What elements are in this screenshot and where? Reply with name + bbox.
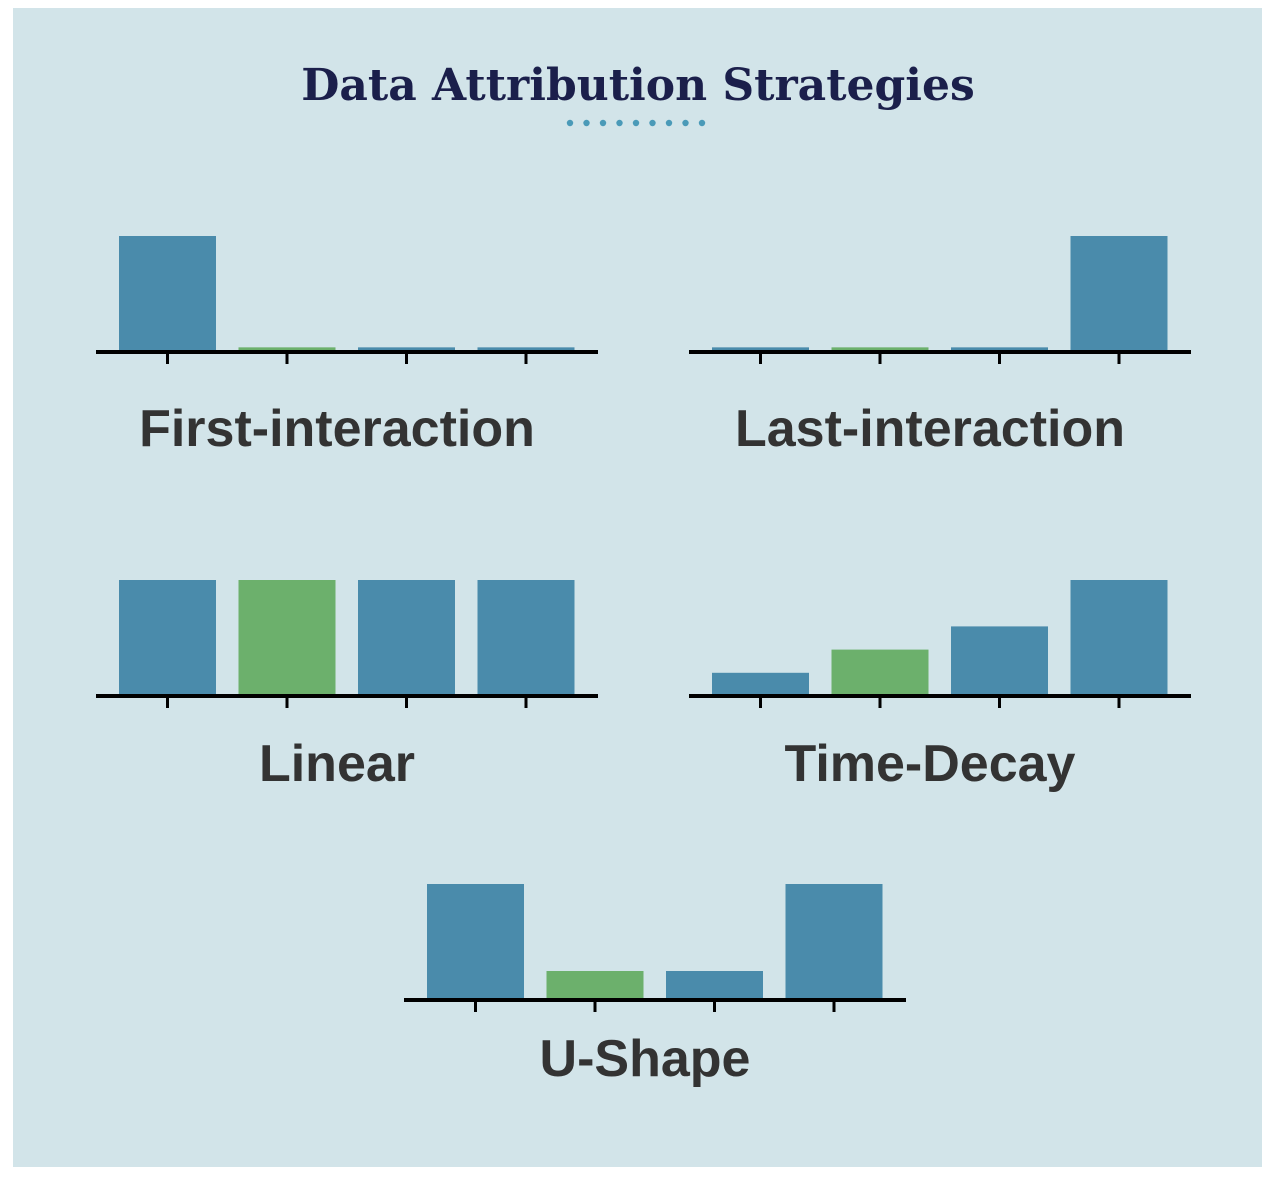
bar bbox=[1070, 236, 1168, 352]
bar bbox=[712, 672, 809, 696]
bar bbox=[546, 971, 644, 1000]
divider-dot bbox=[698, 119, 706, 127]
bar bbox=[666, 971, 763, 1000]
bar bbox=[238, 580, 336, 696]
chart-first-interaction: First-interaction bbox=[96, 236, 598, 458]
chart-linear: Linear bbox=[96, 580, 598, 793]
divider-dot bbox=[649, 119, 656, 127]
bar bbox=[119, 236, 216, 352]
divider-dot bbox=[566, 119, 574, 127]
divider-dot bbox=[583, 119, 590, 127]
divider-dot bbox=[665, 119, 673, 127]
chart-label: First-interaction bbox=[139, 400, 535, 458]
bar bbox=[785, 884, 883, 1000]
bar bbox=[477, 580, 575, 696]
bar bbox=[831, 347, 929, 352]
divider-dot bbox=[616, 119, 623, 127]
chart-label: U-Shape bbox=[540, 1030, 751, 1088]
bar bbox=[712, 347, 809, 352]
chart-u-shape: U-Shape bbox=[404, 884, 906, 1088]
bar bbox=[238, 347, 336, 352]
divider-dot bbox=[632, 119, 640, 127]
chart-time-decay: Time-Decay bbox=[689, 580, 1191, 793]
chart-label: Linear bbox=[259, 735, 415, 793]
divider-dot bbox=[682, 119, 689, 127]
main-title: Data Attribution Strategies bbox=[301, 60, 975, 111]
chart-last-interaction: Last-interaction bbox=[689, 236, 1191, 458]
bar bbox=[1070, 580, 1168, 696]
bar bbox=[358, 580, 455, 696]
bar bbox=[831, 649, 929, 696]
bar bbox=[119, 580, 216, 696]
chart-label: Last-interaction bbox=[735, 400, 1125, 458]
bar bbox=[951, 626, 1048, 696]
bar bbox=[477, 347, 575, 352]
bar bbox=[427, 884, 524, 1000]
bar bbox=[358, 347, 455, 352]
chart-label: Time-Decay bbox=[785, 735, 1076, 793]
divider-dot bbox=[599, 119, 607, 127]
bar bbox=[951, 347, 1048, 352]
title-dots-divider bbox=[566, 119, 706, 127]
